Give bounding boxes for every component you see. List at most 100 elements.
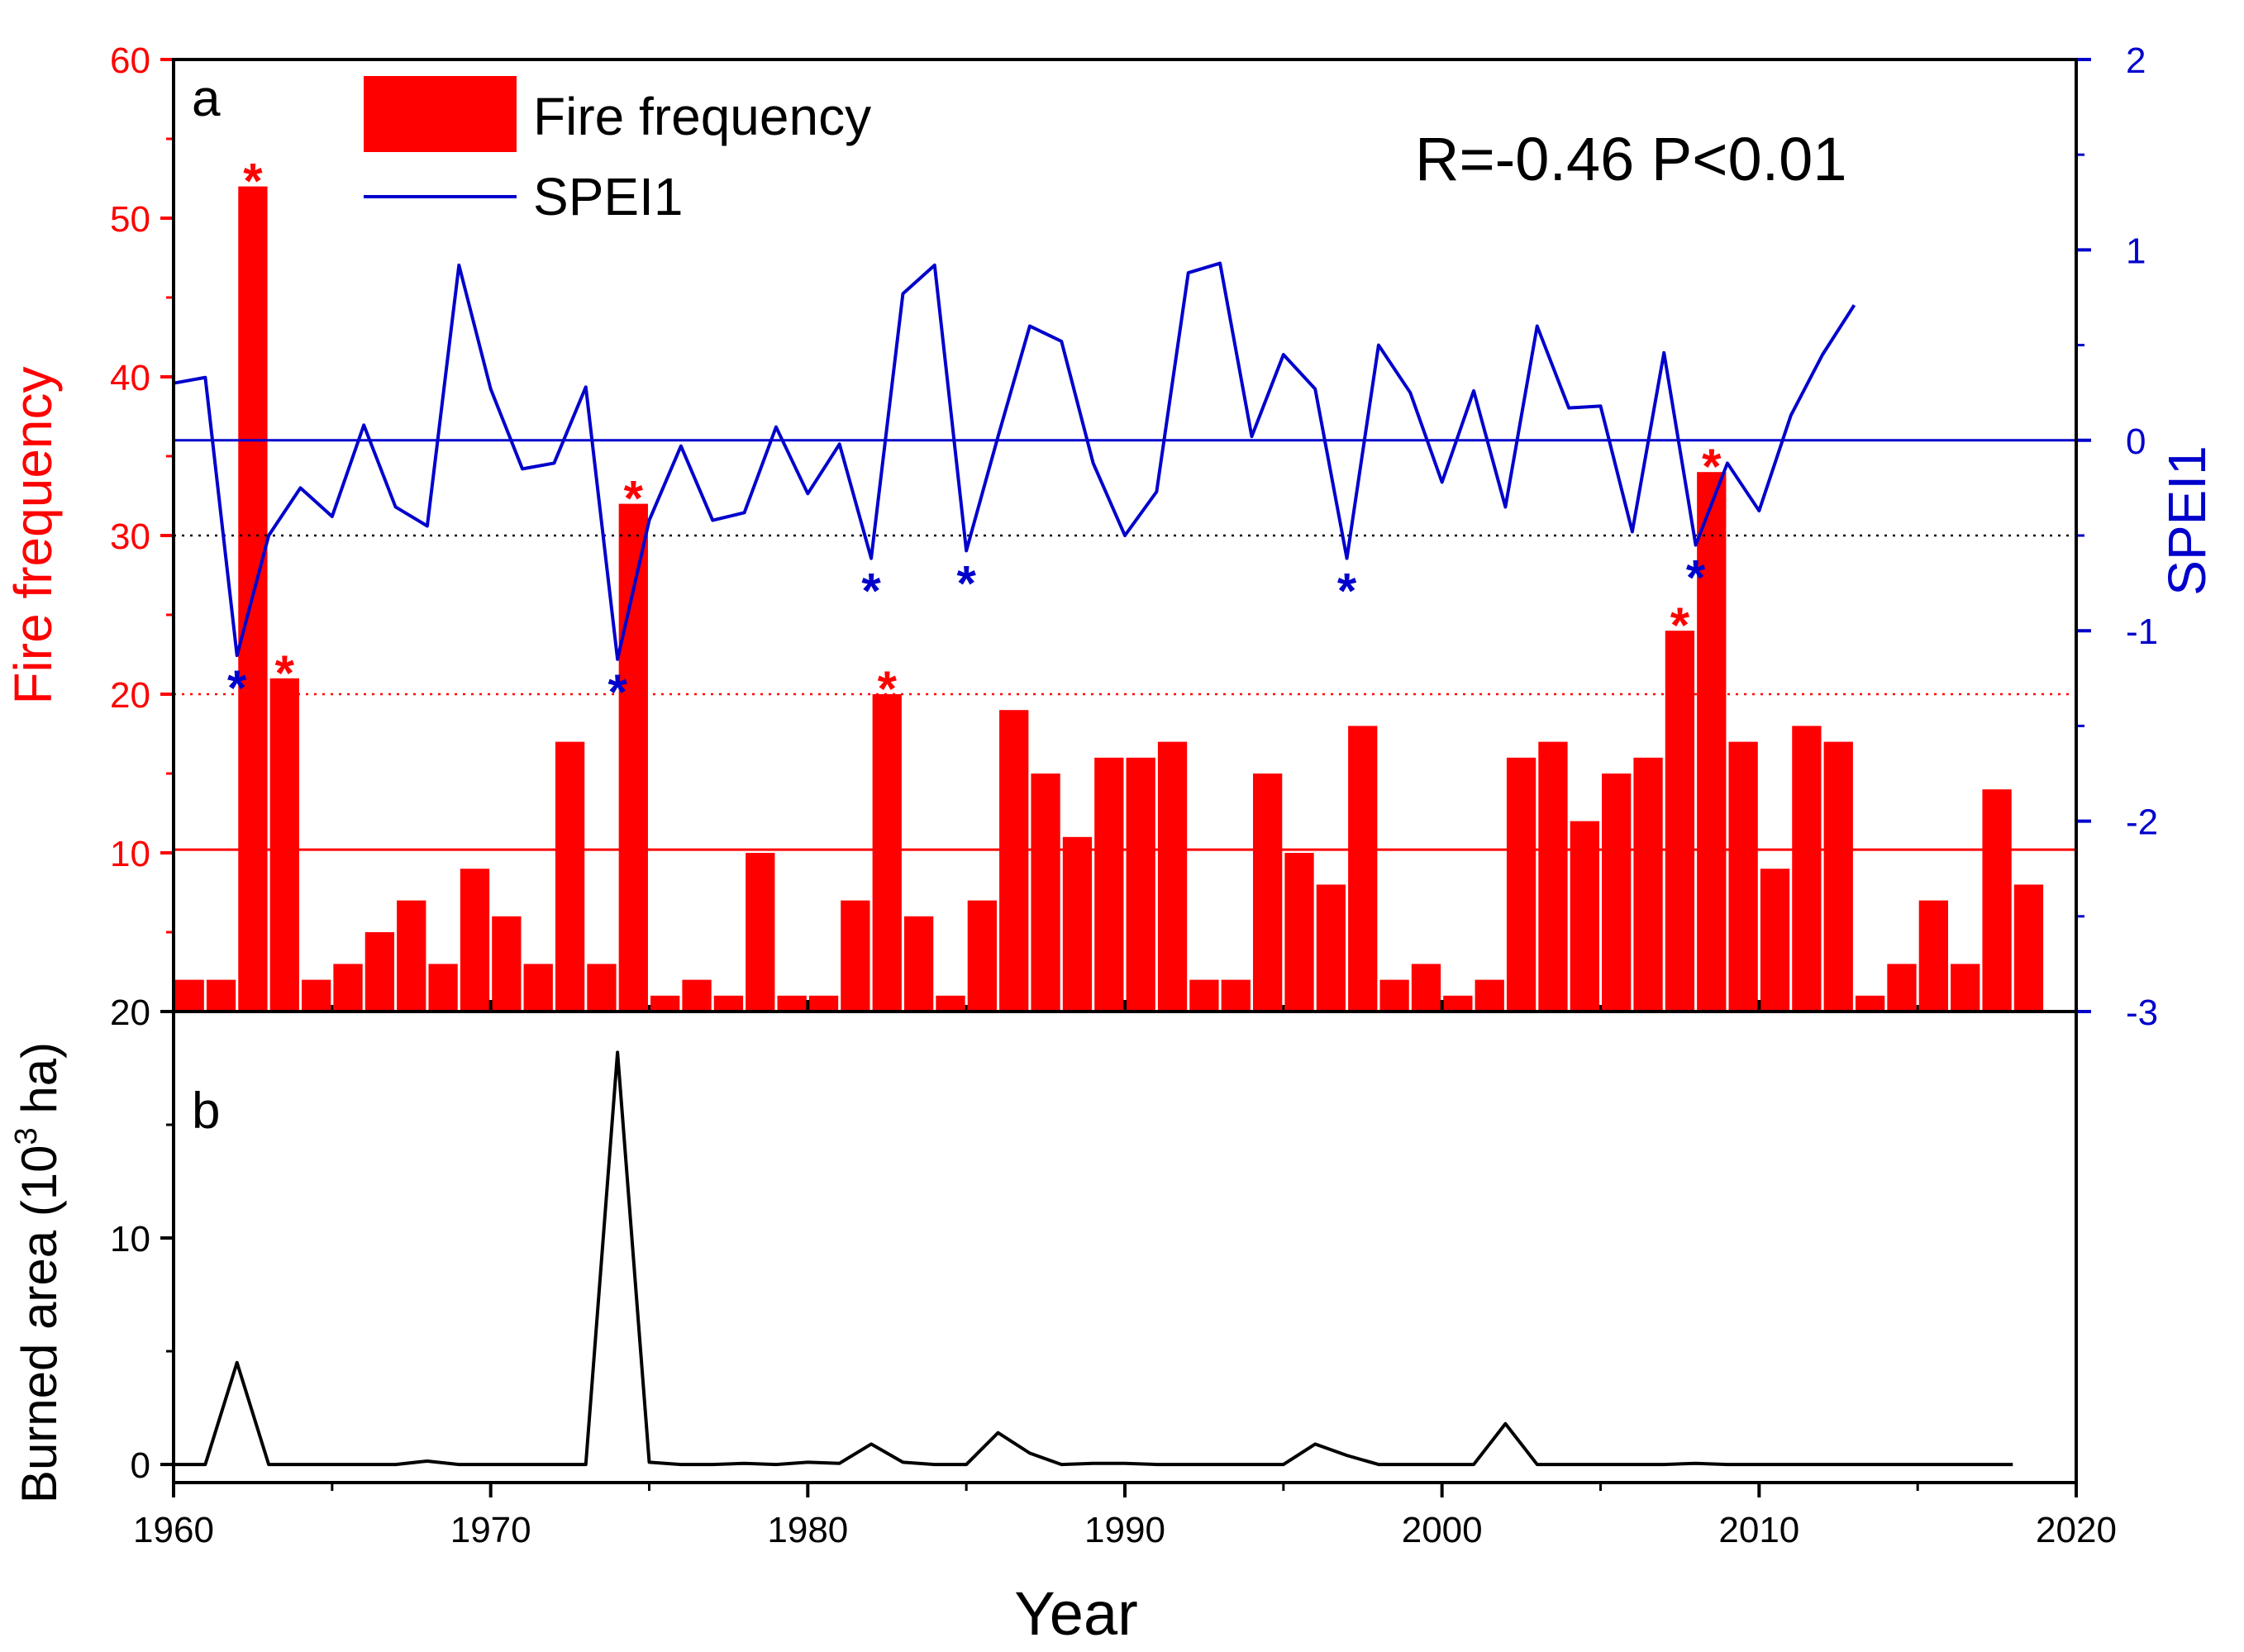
burned-area-series	[174, 1050, 2013, 1467]
fire-bar-1983	[903, 916, 934, 1012]
fire-bar-1999	[1411, 964, 1441, 1012]
y-right-tick-label--1: -1	[2126, 612, 2158, 652]
y-axis-left-title: Fire frequency	[3, 366, 63, 704]
fire-bar-1969	[460, 869, 490, 1012]
fire-bar-1991	[1157, 741, 1188, 1012]
legend-fire-swatch	[364, 76, 517, 152]
y-left-tick-label-40: 40	[110, 358, 150, 398]
fire-bar-2012	[1823, 741, 1853, 1012]
spei1-line	[173, 261, 1856, 661]
y-left-tick-label-60: 60	[110, 40, 150, 81]
correlation-annotation: R=-0.46 P<0.01	[1415, 125, 1846, 193]
y-axis-b-title: Burned area (103 ha)	[9, 1042, 67, 1503]
legend-fire-label: Fire frequency	[533, 87, 871, 146]
reference-lines	[174, 439, 2076, 851]
fire-bar-1990	[1126, 757, 1155, 1012]
fire-bar-2011	[1792, 726, 1822, 1012]
fire-bar-1972	[555, 741, 585, 1012]
fire-star-2007: *	[1670, 597, 1690, 653]
fire-star-1963: *	[275, 645, 295, 701]
fire-star-1974: *	[624, 471, 644, 526]
spei-star-1974: *	[607, 664, 627, 720]
y-axis-right-title: SPEI1	[2157, 445, 2217, 595]
x-tick-label-1960: 1960	[133, 1510, 214, 1550]
fire-bar-1989	[1094, 757, 1124, 1012]
fire-bar-1978	[746, 853, 775, 1012]
y-b-tick-label-20: 20	[110, 993, 150, 1033]
fire-bar-2004	[1570, 821, 1599, 1012]
fire-bar-2015	[1918, 900, 1948, 1012]
y-right-tick-label-1: 1	[2126, 231, 2146, 271]
fire-bar-2007	[1665, 631, 1695, 1012]
fire-bar-1988	[1062, 836, 1093, 1012]
x-tick-label-2000: 2000	[1402, 1510, 1483, 1550]
fire-bar-1963	[269, 678, 299, 1012]
fire-bar-1965	[333, 964, 363, 1012]
fire-bar-1960	[174, 979, 204, 1012]
fire-bar-2000	[1443, 995, 1473, 1012]
fire-bar-1995	[1284, 853, 1314, 1012]
fire-star-2008: *	[1702, 439, 1722, 494]
spei-star-2008: *	[1686, 550, 1706, 606]
significance-markers: ******* ** * * *	[227, 154, 1722, 720]
fire-bar-1996	[1316, 884, 1346, 1012]
y-left-tick-label-30: 30	[110, 517, 150, 557]
fire-bar-1968	[428, 964, 458, 1012]
fire-bar-1985	[967, 900, 997, 1012]
spei-star-1997: *	[1337, 564, 1357, 619]
x-tick-label-1980: 1980	[767, 1510, 848, 1550]
fire-bar-1984	[936, 995, 965, 1012]
fire-bar-2001	[1475, 979, 1504, 1012]
fire-bar-2014	[1887, 964, 1917, 1012]
fire-bar-2013	[1855, 995, 1885, 1012]
fire-bar-2018	[2013, 884, 2044, 1012]
y-left-tick-label-20: 20	[110, 675, 150, 716]
y-b-tick-label-0: 0	[131, 1445, 150, 1486]
fire-bar-1998	[1379, 979, 1409, 1012]
x-axis-title: Year	[1014, 1579, 1138, 1648]
panel-b-frame	[172, 1010, 2078, 1484]
fire-star-1982: *	[878, 661, 898, 717]
fire-bar-1973	[587, 964, 617, 1012]
fire-bar-1971	[523, 964, 553, 1012]
legend: Fire frequency SPEI1	[364, 76, 871, 226]
fire-bar-2002	[1506, 757, 1536, 1012]
fire-bar-2016	[1951, 964, 1980, 1012]
fire-bar-1975	[650, 995, 680, 1012]
burned-area-line	[174, 1050, 2013, 1467]
fire-bar-1977	[713, 995, 744, 1012]
fire-star-1962: *	[243, 154, 263, 209]
y-left-tick-label-50: 50	[110, 199, 150, 240]
y-right-tick-label-2: 2	[2126, 40, 2146, 81]
fire-bar-2010	[1760, 869, 1790, 1012]
fire-bar-1994	[1253, 774, 1283, 1012]
y-axis-b-title-suffix: ha)	[12, 1042, 67, 1127]
spei1-series	[173, 261, 1856, 661]
fire-bar-1987	[1031, 774, 1060, 1012]
legend-spei-label: SPEI1	[533, 167, 683, 226]
panel-label-a: a	[192, 70, 221, 127]
fire-bar-1961	[206, 979, 236, 1012]
fire-bar-1966	[364, 932, 395, 1012]
fire-bar-1976	[682, 979, 712, 1012]
spei-star-1982: *	[861, 564, 881, 619]
fire-bar-1979	[777, 995, 807, 1012]
fire-bar-1992	[1189, 979, 1219, 1012]
y-b-tick-label-10: 10	[110, 1219, 150, 1259]
spei-star-1962: *	[227, 660, 247, 716]
spei-star-1985: *	[956, 555, 976, 611]
fire-bar-1982	[872, 694, 902, 1012]
fire-bar-2003	[1538, 741, 1568, 1012]
fire-bar-1993	[1221, 979, 1251, 1012]
fire-bar-2009	[1728, 741, 1758, 1012]
panel-label-b: b	[192, 1083, 220, 1140]
x-tick-label-2020: 2020	[2036, 1510, 2117, 1550]
fire-bar-1974	[618, 503, 648, 1012]
fire-bar-1980	[808, 995, 839, 1012]
fire-bar-1997	[1348, 726, 1378, 1012]
fire-bar-2005	[1602, 774, 1632, 1012]
y-right-tick-label-0: 0	[2126, 421, 2146, 462]
